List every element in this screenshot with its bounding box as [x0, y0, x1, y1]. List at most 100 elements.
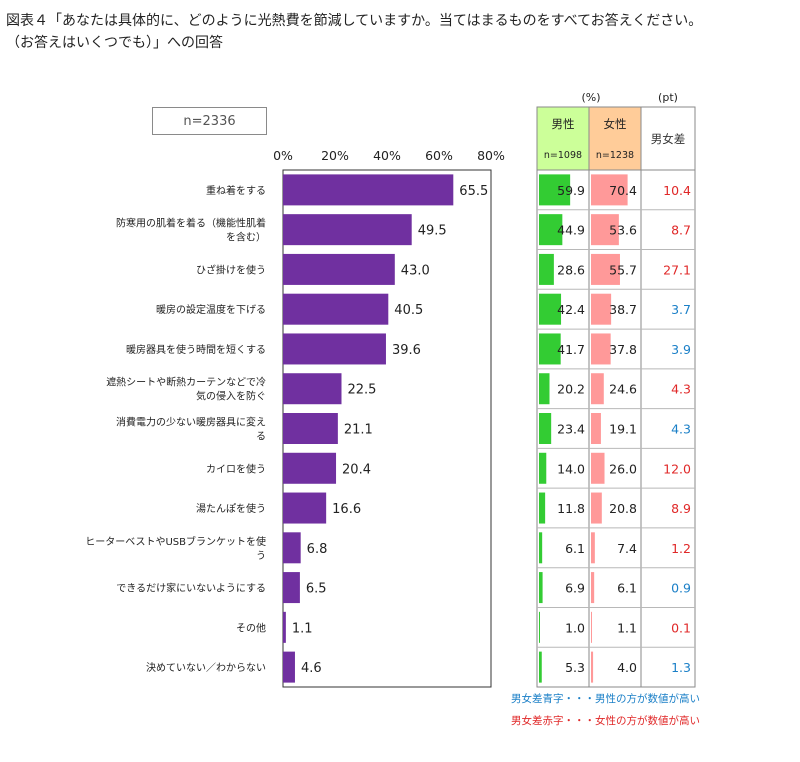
- male-bar: [539, 492, 546, 524]
- female-value-label: 26.0: [609, 461, 637, 476]
- female-value-label: 37.8: [609, 342, 637, 357]
- female-sample-label: n=1238: [596, 150, 634, 161]
- female-bar: [591, 492, 602, 524]
- category-label: 湯たんぽを使う: [196, 502, 266, 515]
- female-value-label: 4.0: [617, 660, 637, 675]
- legend-note-red: 男女差赤字・・・女性の方が数値が高い: [511, 715, 700, 727]
- female-value-label: 38.7: [609, 302, 637, 317]
- diff-value-label: 10.4: [663, 183, 691, 198]
- male-bar: [539, 174, 571, 206]
- table-frame: [536, 106, 696, 688]
- category-label: 遮熱シートや断熱カーテンなどで冷: [106, 376, 266, 389]
- diff-value-label: 8.7: [671, 223, 691, 238]
- male-value-label: 6.9: [565, 581, 585, 596]
- category-label: う: [256, 550, 266, 562]
- female-bar: [591, 174, 628, 206]
- category-label: を含む）: [226, 231, 266, 244]
- female-bar: [591, 651, 594, 683]
- category-label: 消費電力の少ない暖房器具に変え: [116, 416, 266, 429]
- diff-value-label: 1.2: [671, 541, 691, 556]
- female-bar: [591, 373, 604, 405]
- female-bar: [591, 253, 620, 285]
- male-bar: [539, 214, 563, 246]
- category-label: 決めていない／わからない: [146, 662, 266, 674]
- female-value-label: 19.1: [609, 422, 637, 437]
- male-bar: [539, 413, 552, 444]
- x-tick-label: 40%: [373, 148, 401, 163]
- diff-value-label: 1.3: [671, 660, 691, 675]
- bar: [283, 214, 412, 246]
- male-value-label: 5.3: [565, 660, 585, 675]
- bar-value-label: 6.5: [306, 582, 327, 597]
- bar-value-label: 22.5: [348, 383, 377, 398]
- category-label: カイロを使う: [206, 462, 266, 475]
- male-value-label: 28.6: [557, 262, 585, 277]
- male-bar: [539, 373, 550, 405]
- bar: [283, 611, 286, 643]
- diff-value-label: 3.9: [671, 342, 691, 357]
- sample-size-box: n=2336: [152, 107, 267, 135]
- male-value-label: 1.0: [565, 620, 585, 635]
- category-label: 気の侵入を防ぐ: [196, 390, 266, 403]
- male-bar: [539, 532, 543, 564]
- category-label: 防寒用の肌着を着る（機能性肌着: [116, 217, 266, 230]
- category-label: ひざ掛けを使う: [196, 263, 266, 276]
- male-value-label: 44.9: [557, 223, 585, 238]
- female-bar: [591, 214, 619, 246]
- bar: [283, 532, 301, 564]
- bar-value-label: 39.6: [392, 343, 421, 358]
- male-header-label: 男性: [552, 117, 575, 131]
- bar-value-label: 49.5: [418, 224, 447, 239]
- female-bar: [591, 452, 605, 484]
- male-sample-label: n=1098: [544, 150, 582, 161]
- female-header-cell: [589, 107, 641, 170]
- bar: [283, 492, 327, 524]
- chart-title: 図表４「あなたは具体的に、どのように光熱費を節減していますか。当てはまるものをす…: [6, 10, 796, 54]
- category-label: 重ね着をする: [206, 184, 266, 197]
- bar: [283, 333, 386, 365]
- x-tick-label: 0%: [273, 148, 293, 163]
- bar: [283, 293, 389, 325]
- male-value-label: 59.9: [557, 183, 585, 198]
- bar-value-label: 6.8: [307, 542, 328, 557]
- female-bar: [591, 611, 592, 643]
- male-bar: [539, 333, 561, 365]
- male-bar: [539, 293, 562, 325]
- diff-value-label: 3.7: [671, 302, 691, 317]
- bar-value-label: 43.0: [401, 263, 430, 278]
- title-line-1: 図表４「あなたは具体的に、どのように光熱費を節減していますか。当てはまるものをす…: [6, 13, 703, 29]
- female-value-label: 6.1: [617, 581, 637, 596]
- female-value-label: 20.8: [609, 501, 637, 516]
- female-bar: [591, 293, 612, 325]
- bar: [283, 413, 338, 444]
- diff-value-label: 0.9: [671, 581, 691, 596]
- unit-pt-label: (pt): [658, 91, 678, 104]
- category-label: できるだけ家にいないようにする: [116, 582, 266, 595]
- female-value-label: 53.6: [609, 223, 637, 238]
- bar: [283, 253, 395, 285]
- diff-value-label: 12.0: [663, 461, 691, 476]
- category-label: その他: [236, 621, 266, 634]
- female-value-label: 1.1: [617, 620, 637, 635]
- category-label: る: [256, 431, 266, 443]
- category-label: 暖房の設定温度を下げる: [156, 303, 266, 316]
- female-header-label: 女性: [604, 117, 627, 131]
- diff-value-label: 0.1: [671, 620, 691, 635]
- x-tick-label: 60%: [425, 148, 453, 163]
- female-bar: [591, 532, 595, 564]
- female-value-label: 7.4: [617, 541, 637, 556]
- male-value-label: 6.1: [565, 541, 585, 556]
- female-bar: [591, 413, 601, 444]
- female-value-label: 70.4: [609, 183, 637, 198]
- male-value-label: 23.4: [557, 422, 585, 437]
- diff-value-label: 4.3: [671, 422, 691, 437]
- diff-header-label: 男女差: [651, 132, 686, 146]
- bar-value-label: 40.5: [394, 303, 423, 318]
- title-line-2: （お答えはいくつでも）」への回答: [6, 35, 223, 51]
- male-header-cell: [537, 107, 589, 170]
- legend-note-blue: 男女差青字・・・男性の方が数値が高い: [511, 693, 700, 705]
- category-label: ヒーターベストやUSBブランケットを使: [85, 535, 266, 548]
- female-bar: [591, 572, 595, 604]
- bar-value-label: 4.6: [301, 661, 322, 676]
